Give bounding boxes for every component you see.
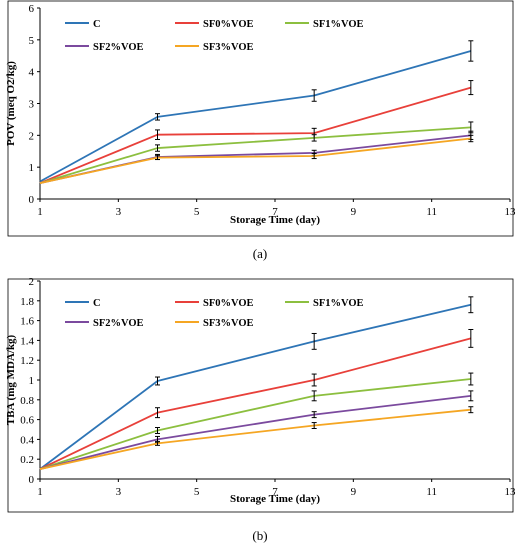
y-tick-label: 4 bbox=[29, 67, 35, 79]
y-tick-label: 0.2 bbox=[20, 454, 34, 466]
figure-caption: (b) bbox=[252, 528, 267, 543]
chart-frame bbox=[7, 278, 514, 513]
legend-label: SF0%VOE bbox=[203, 19, 254, 30]
legend-label: SF0%VOE bbox=[203, 298, 254, 309]
y-tick-label: 6 bbox=[29, 3, 35, 15]
y-tick-label: 1.4 bbox=[20, 335, 34, 347]
legend-label: SF2%VOE bbox=[93, 318, 144, 329]
series-line bbox=[39, 137, 471, 184]
y-tick-label: 0.4 bbox=[20, 434, 34, 446]
x-tick-label: 9 bbox=[351, 486, 357, 498]
x-tick-label: 5 bbox=[194, 486, 200, 498]
series-line bbox=[39, 126, 471, 184]
x-tick-label: 13 bbox=[505, 206, 517, 218]
x-tick-label: 1 bbox=[37, 206, 43, 218]
x-tick-label: 7 bbox=[272, 486, 278, 498]
y-tick-label: 0.6 bbox=[20, 415, 34, 427]
series-3 bbox=[39, 372, 474, 470]
legend-label: SF3%VOE bbox=[203, 318, 254, 329]
y-tick-label: 0 bbox=[29, 194, 35, 206]
series-2 bbox=[39, 329, 474, 470]
y-tick-label: 0 bbox=[29, 474, 35, 486]
chart-tba: 00.20.40.60.811.21.41.61.821 3 5 7 9 11 13Stor… bbox=[5, 276, 516, 543]
series-line bbox=[39, 337, 472, 470]
y-tick-label: 1.8 bbox=[20, 296, 34, 308]
series-1 bbox=[39, 296, 474, 470]
series-1 bbox=[39, 40, 474, 183]
series-line bbox=[39, 394, 471, 470]
legend-label: SF2%VOE bbox=[93, 42, 144, 53]
series-line bbox=[39, 50, 472, 183]
figure-caption: (a) bbox=[253, 246, 267, 261]
legend-label: C bbox=[93, 298, 101, 309]
y-tick-label: 5 bbox=[29, 35, 35, 47]
series-3 bbox=[39, 121, 474, 184]
y-tick-label: 0.8 bbox=[20, 395, 34, 407]
series-5 bbox=[39, 406, 474, 470]
y-tick-label: 2 bbox=[29, 276, 35, 288]
y-tick-label: 1 bbox=[29, 375, 35, 387]
legend-label: SF1%VOE bbox=[313, 19, 364, 30]
x-tick-label: 3 bbox=[116, 486, 122, 498]
x-tick-label: 9 bbox=[351, 206, 357, 218]
x-tick-label: 7 bbox=[272, 206, 278, 218]
y-axis-title: TBA (mg MDA/kg) bbox=[5, 334, 17, 425]
series-line bbox=[39, 408, 471, 470]
y-tick-label: 1.6 bbox=[20, 316, 34, 328]
x-tick-label: 11 bbox=[426, 206, 437, 218]
series-4 bbox=[39, 390, 474, 470]
series-line bbox=[39, 378, 471, 470]
y-tick-label: 1.2 bbox=[20, 355, 34, 367]
y-tick-label: 3 bbox=[29, 99, 35, 111]
legend-label: SF1%VOE bbox=[313, 298, 364, 309]
series-line bbox=[39, 86, 472, 184]
x-tick-label: 11 bbox=[426, 486, 437, 498]
x-tick-label: 5 bbox=[194, 206, 200, 218]
y-tick-label: 1 bbox=[29, 162, 35, 174]
legend-label: SF3%VOE bbox=[203, 42, 254, 53]
legend: C SF0%VOE SF1%VOE SF2%VOE SF3%VOE bbox=[65, 19, 364, 53]
y-axis-title: POV (meq O2/kg) bbox=[5, 61, 17, 146]
x-tick-label: 1 bbox=[37, 486, 43, 498]
legend: C SF0%VOE SF1%VOE SF2%VOE SF3%VOE bbox=[65, 298, 364, 329]
x-tick-label: 13 bbox=[505, 486, 517, 498]
series-line bbox=[39, 303, 472, 470]
chart-frame bbox=[7, 0, 514, 237]
y-tick-label: 2 bbox=[29, 130, 35, 142]
series-5 bbox=[39, 134, 474, 184]
x-axis-title: Storage Time (day) bbox=[230, 493, 320, 505]
legend-label: C bbox=[93, 19, 101, 30]
x-axis-title: Storage Time (day) bbox=[230, 214, 320, 226]
x-tick-label: 3 bbox=[116, 206, 122, 218]
